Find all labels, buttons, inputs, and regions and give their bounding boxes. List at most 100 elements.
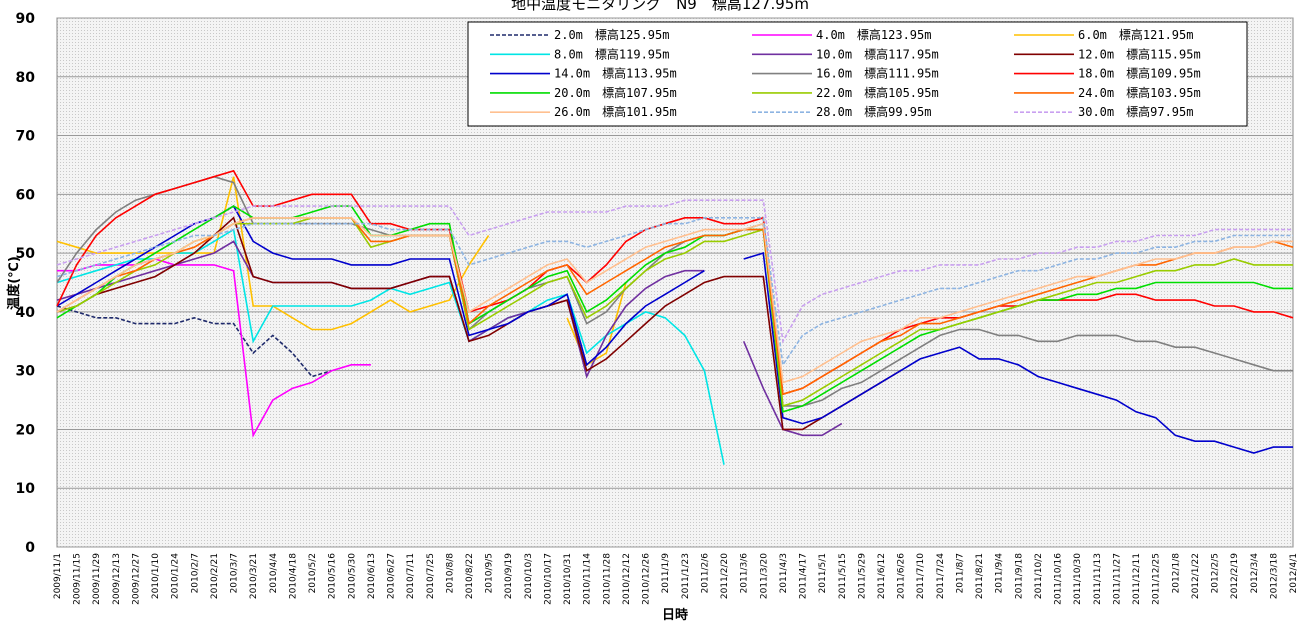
x-tick-label: 2012/1/22 [1191,553,1201,599]
x-tick-label: 2011/11/27 [1112,553,1122,605]
legend-label: 30.0m 標高97.95m [1078,104,1193,119]
legend-label: 16.0m 標高111.95m [816,66,939,81]
x-tick-label: 2010/10/31 [563,553,573,605]
legend-label: 20.0m 標高107.95m [554,85,677,100]
legend-label: 18.0m 標高109.95m [1078,66,1201,81]
x-tick-label: 2011/7/24 [936,553,946,599]
y-tick-label: 70 [16,129,36,145]
series-line [56,169,1294,396]
x-tick-label: 2009/11/29 [92,553,102,605]
y-tick-label: 40 [16,305,36,321]
x-tick-label: 2010/2/7 [190,553,200,593]
x-tick-label: 2010/2/21 [210,553,220,599]
y-tick-label: 0 [25,540,35,556]
x-tick-label: 2012/2/19 [1230,553,1240,599]
x-tick-label: 2011/3/20 [759,553,769,599]
x-tick-label: 2010/5/30 [347,553,357,599]
x-tick-label: 2010/10/3 [524,553,534,599]
series-line [56,305,332,378]
x-tick-label: 2011/8/7 [955,553,965,593]
x-tick-label: 2011/10/16 [1054,553,1064,605]
x-tick-label: 2012/1/8 [1171,553,1181,594]
legend [467,21,1248,127]
series-line [56,204,1293,454]
series-line [57,258,371,438]
y-tick-label: 30 [16,364,36,380]
x-tick-label: 2009/12/27 [131,553,141,605]
x-tick-label: 2010/7/11 [406,553,416,599]
x-tick-label: 2011/3/6 [740,553,750,594]
legend-label: 28.0m 標高99.95m [816,104,931,119]
x-tick-label: 2010/9/19 [504,553,514,599]
x-tick-label: 2011/10/30 [1073,553,1083,605]
chart-title: 地中温度モニタリング N9 標高127.95m [511,0,809,13]
x-tick-label: 2010/5/2 [308,553,318,593]
x-tick-label: 2010/6/13 [367,553,377,599]
x-tick-label: 2011/8/21 [975,553,985,599]
x-tick-label: 2010/8/22 [465,553,475,599]
x-tick-label: 2010/12/26 [642,553,652,605]
y-tick-label: 20 [16,422,36,438]
x-tick-label: 2011/6/12 [877,553,887,599]
x-tick-label: 2010/7/25 [426,553,436,599]
x-tick-label: 2009/12/13 [112,553,122,605]
series-line [56,216,902,431]
y-axis-label: 温度(℃) [6,256,22,310]
x-tick-label: 2011/5/1 [818,553,828,593]
legend-label: 6.0m 標高121.95m [1078,27,1193,42]
legend-label: 2.0m 標高125.95m [554,27,669,42]
x-tick-label: 2010/3/21 [249,553,259,599]
x-tick-label: 2011/4/3 [779,553,789,593]
legend-label: 24.0m 標高103.95m [1078,85,1201,100]
series-line [56,217,1293,368]
y-tick-label: 60 [16,187,36,203]
x-tick-label: 2011/12/11 [1132,553,1142,605]
x-tick-label: 2011/9/18 [1014,553,1024,599]
x-tick-label: 2011/10/2 [1034,553,1044,599]
x-tick-label: 2012/4/1 [1289,553,1299,593]
y-tick-label: 90 [16,11,36,27]
legend-label: 14.0m 標高113.95m [554,66,677,81]
legend-label: 26.0m 標高101.95m [554,104,677,119]
x-tick-label: 2011/7/10 [916,553,926,599]
x-tick-label: 2012/3/4 [1250,553,1260,594]
x-tick-label: 2010/8/8 [445,553,455,594]
x-tick-label: 2012/2/5 [1211,553,1221,593]
x-tick-label: 2010/6/27 [387,553,397,599]
x-tick-label: 2011/5/15 [838,553,848,599]
x-tick-label: 2010/3/7 [230,553,240,593]
x-tick-label: 2011/1/9 [661,553,671,594]
x-tick-label: 2011/4/17 [799,553,809,599]
x-tick-label: 2011/12/25 [1152,553,1162,605]
x-tick-label: 2010/9/5 [485,553,495,593]
x-tick-label: 2011/6/26 [897,553,907,599]
x-tick-label: 2010/12/12 [622,553,632,605]
legend-label: 4.0m 標高123.95m [816,27,931,42]
x-tick-label: 2009/11/15 [73,553,83,605]
x-tick-label: 2010/10/17 [543,553,553,605]
x-tick-label: 2012/3/18 [1269,553,1279,599]
legend-label: 10.0m 標高117.95m [816,46,939,61]
y-tick-label: 80 [16,70,36,86]
x-tick-label: 2011/11/13 [1093,553,1103,605]
series-line [56,199,1293,344]
legend-label: 22.0m 標高105.95m [816,85,939,100]
y-tick-label: 50 [16,246,36,262]
x-tick-label: 2010/11/28 [602,553,612,605]
x-tick-label: 2010/5/16 [328,553,338,599]
x-tick-label: 2010/1/10 [151,553,161,599]
x-tick-label: 2011/2/20 [720,553,730,599]
legend-label: 12.0m 標高115.95m [1078,46,1201,61]
x-tick-label: 2011/9/4 [995,553,1005,594]
x-axis-label: 日時 [662,607,688,623]
x-tick-label: 2010/4/18 [288,553,298,599]
legend-label: 8.0m 標高119.95m [554,46,669,61]
x-tick-label: 2011/1/23 [681,553,691,599]
series-line [56,217,1293,384]
x-tick-label: 2011/2/6 [700,553,710,594]
x-tick-label: 2011/5/29 [857,553,867,599]
x-tick-label: 2010/4/4 [269,553,279,594]
x-tick-label: 2010/1/24 [171,553,181,599]
x-tick-label: 2010/11/14 [583,553,593,605]
